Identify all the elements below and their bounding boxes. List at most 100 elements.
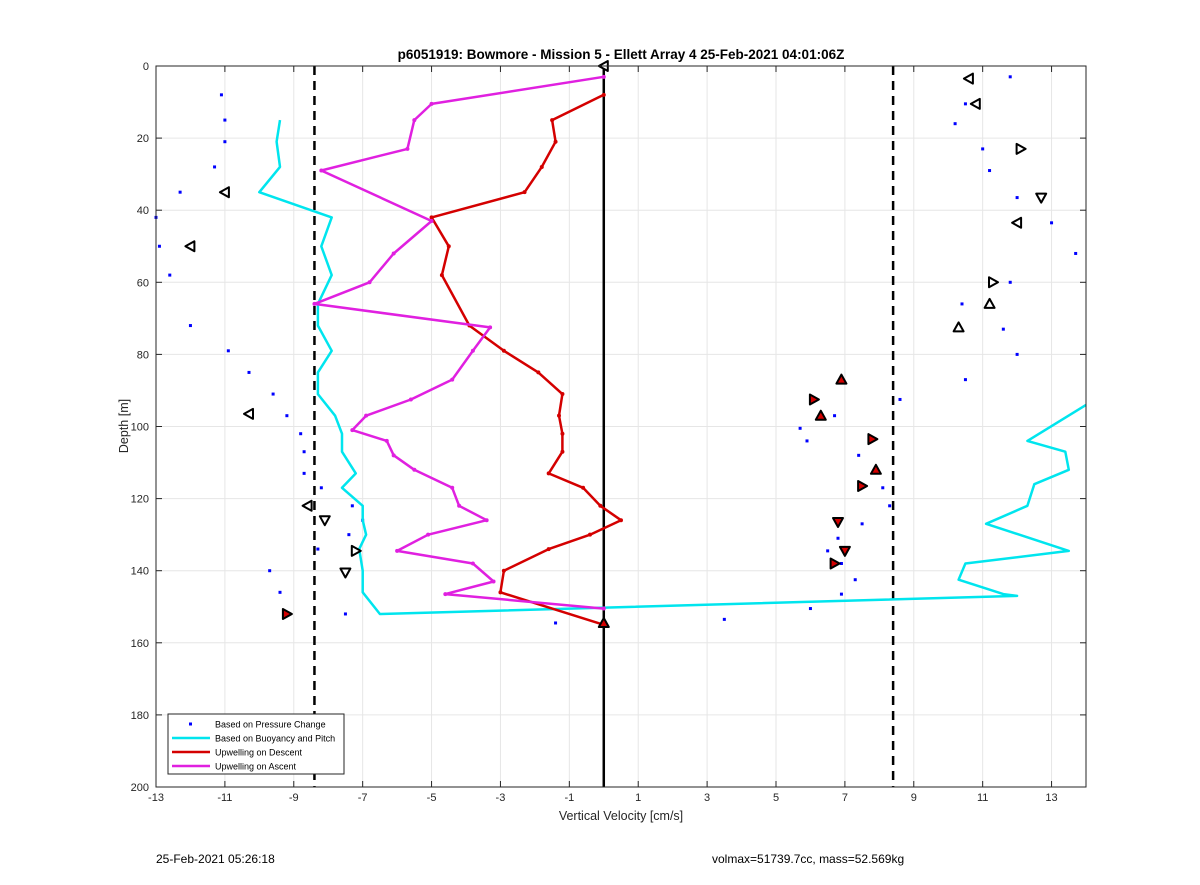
triangle-marker (962, 72, 974, 85)
x-tick-label: 11 (977, 792, 988, 804)
triangle-marker (1015, 142, 1027, 155)
footer-vol-mass: volmax=51739.7cc, mass=52.569kg (712, 852, 905, 866)
triangle-marker (301, 499, 313, 512)
triangle-marker (867, 433, 879, 446)
triangle-marker (814, 409, 827, 421)
y-tick-label: 200 (131, 782, 149, 794)
y-tick-label: 100 (131, 422, 149, 434)
based-on-pressure-change-point (319, 486, 323, 490)
based-on-pressure-change-point (839, 561, 843, 565)
based-on-pressure-change-point (1008, 280, 1012, 284)
y-tick-label: 40 (137, 205, 149, 217)
y-axis-label: Depth [m] (117, 399, 131, 453)
upwelling-on-ascent-vertex (450, 485, 455, 490)
x-tick-label: 3 (704, 792, 710, 804)
based-on-pressure-change-point (953, 122, 957, 126)
triangle-marker (869, 463, 882, 475)
upwelling-on-descent-vertex (619, 518, 623, 523)
upwelling-on-descent-vertex (522, 190, 527, 195)
triangle-marker (983, 297, 996, 309)
based-on-pressure-change-point (302, 450, 306, 454)
based-on-pressure-change-point (213, 165, 217, 169)
based-on-pressure-change-point (1001, 327, 1005, 331)
y-tick-label: 180 (131, 710, 149, 722)
upwelling-on-descent-vertex (501, 348, 506, 353)
based-on-pressure-change-point (219, 93, 223, 97)
upwelling-on-ascent-vertex (601, 74, 606, 79)
based-on-pressure-change-point (188, 324, 192, 328)
based-on-pressure-change-point (343, 612, 347, 616)
based-on-pressure-change-point (178, 190, 182, 194)
legend-label: Upwelling on Ascent (215, 762, 297, 772)
triangle-marker (835, 373, 848, 385)
based-on-pressure-change-point (268, 569, 272, 573)
based-on-pressure-change-point (347, 533, 351, 537)
based-on-pressure-change-point (223, 118, 227, 122)
based-on-pressure-change-point (963, 378, 967, 382)
upwelling-on-ascent-vertex (443, 592, 448, 597)
triangle-markers (184, 60, 1048, 628)
triangle-marker (1035, 192, 1048, 204)
y-tick-label: 60 (137, 277, 149, 289)
based-on-pressure-change-point (826, 549, 830, 553)
triangle-marker (281, 608, 293, 620)
y-tick-label: 120 (131, 494, 149, 506)
x-tick-label: -5 (427, 792, 437, 804)
y-tick-label: 160 (131, 638, 149, 650)
based-on-pressure-change-point (247, 370, 251, 374)
based-on-pressure-change-point (1015, 196, 1019, 200)
legend-label: Based on Pressure Change (215, 720, 326, 730)
based-on-pressure-change-point (278, 590, 282, 594)
based-on-pressure-change-point (226, 349, 230, 353)
upwelling-on-ascent-vertex (470, 561, 475, 566)
upwelling-on-ascent-vertex (319, 168, 324, 173)
based-on-pressure-change-point (554, 621, 558, 625)
triangle-marker (988, 276, 999, 289)
upwelling-on-ascent-vertex (384, 438, 389, 443)
legend-label: Based on Buoyancy and Pitch (215, 734, 335, 744)
upwelling-on-descent-vertex (498, 590, 503, 595)
triangle-marker (829, 557, 841, 570)
x-tick-label: 1 (635, 792, 641, 804)
based-on-pressure-change-point (316, 547, 320, 551)
tick-labels: -13 -11 -9 -7 -5 -3 -1 1 3 5 7 9 11 13020406080100120… (131, 61, 1086, 804)
based-on-pressure-change-point (157, 244, 161, 248)
triangle-marker (339, 567, 352, 579)
triangle-marker (832, 517, 844, 528)
triangle-marker (597, 617, 610, 628)
x-tick-label: 5 (773, 792, 779, 804)
triangle-marker (350, 544, 362, 557)
based-on-pressure-change-point (271, 392, 275, 396)
triangle-marker (838, 545, 851, 557)
upwelling-on-ascent-vertex (391, 251, 396, 256)
upwelling-on-descent-vertex (560, 449, 565, 454)
x-tick-label: -9 (289, 792, 299, 804)
upwelling-on-ascent-vertex (364, 413, 369, 418)
triangle-marker (969, 97, 981, 110)
upwelling-on-ascent-vertex (312, 301, 317, 306)
upwelling-on-ascent-vertex (429, 219, 434, 224)
based-on-pressure-change-point (302, 471, 306, 475)
upwelling-on-ascent-vertex (391, 453, 396, 458)
based-on-pressure-change-point (223, 140, 227, 144)
upwelling-on-descent-vertex (560, 392, 565, 397)
upwelling-on-descent-vertex (546, 547, 551, 552)
based-on-pressure-change-point (1015, 352, 1019, 356)
upwelling-on-descent-vertex (598, 503, 603, 508)
reference-lines (313, 66, 895, 787)
based-on-pressure-change-point (805, 439, 809, 443)
upwelling-on-ascent-vertex (405, 146, 410, 151)
based-on-pressure-change-point (299, 432, 303, 436)
based-on-pressure-change-point (808, 607, 812, 611)
x-tick-label: 9 (911, 792, 917, 804)
based-on-pressure-change-point (981, 147, 985, 151)
upwelling-on-ascent-vertex (412, 118, 417, 123)
based-on-pressure-change-point (888, 504, 892, 508)
legend-box (167, 713, 345, 775)
upwelling-on-ascent-vertex (412, 467, 417, 472)
based-on-pressure-change-point (898, 397, 902, 401)
upwelling-on-descent-vertex (581, 485, 586, 490)
upwelling-on-descent-vertex (553, 139, 558, 144)
y-tick-label: 140 (131, 566, 149, 578)
